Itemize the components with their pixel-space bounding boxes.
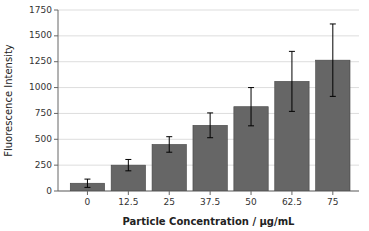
axes: 0 250 500 750 1000 1250 1500 1750 0 12.5 25 37.5 50 6… (29, 5, 359, 208)
error-stem (291, 51, 292, 111)
x-tick-label: 62.5 (282, 197, 302, 207)
x-tick (87, 191, 88, 195)
error-stem (128, 159, 129, 170)
error-stem (87, 179, 88, 187)
y-tick-label: 500 (35, 134, 52, 144)
grid-line (58, 61, 359, 62)
grid (58, 10, 359, 191)
x-tick (210, 191, 211, 195)
y-tick-label: 1000 (29, 82, 52, 92)
y-tick (54, 191, 58, 192)
y-tick-label: 1250 (29, 56, 52, 66)
y-axis-label: Fluorescence Intensity (3, 44, 14, 157)
chart-svg: 0 250 500 750 1000 1250 1500 1750 0 12.5 25 37.5 50 6… (0, 0, 369, 231)
x-tick (332, 191, 333, 195)
error-cap (289, 51, 295, 52)
error-cap (84, 187, 90, 188)
y-tick (54, 165, 58, 166)
plot-area (70, 24, 350, 191)
grid-line (58, 35, 359, 36)
grid-line (58, 10, 359, 11)
error-cap (248, 125, 254, 126)
x-axis-label: Particle Concentration / μg/mL (123, 216, 296, 227)
error-bar (125, 159, 131, 170)
error-cap (166, 136, 172, 137)
x-tick-label: 12.5 (118, 197, 138, 207)
y-tick-label: 750 (35, 108, 52, 118)
error-cap (125, 170, 131, 171)
y-tick (54, 113, 58, 114)
error-cap (248, 87, 254, 88)
grid-line (58, 113, 359, 114)
y-tick-label: 1750 (29, 5, 52, 15)
y-tick (54, 139, 58, 140)
x-tick (291, 191, 292, 195)
x-tick-label: 37.5 (200, 197, 220, 207)
y-axis-line (58, 10, 59, 191)
x-tick-label: 0 (85, 197, 91, 207)
x-tick-label: 50 (245, 197, 257, 207)
error-cap (84, 179, 90, 180)
error-cap (330, 23, 336, 24)
error-cap (207, 137, 213, 138)
x-tick-label: 25 (164, 197, 175, 207)
error-cap (330, 96, 336, 97)
y-tick (54, 10, 58, 11)
error-stem (169, 137, 170, 153)
y-tick-label: 250 (35, 160, 52, 170)
error-bar (289, 51, 295, 111)
error-cap (125, 159, 131, 160)
x-tick (251, 191, 252, 195)
error-stem (251, 88, 252, 126)
y-tick (54, 35, 58, 36)
error-bar (166, 137, 172, 153)
error-bar (84, 179, 90, 187)
error-cap (166, 152, 172, 153)
error-bar (207, 113, 213, 138)
x-tick (128, 191, 129, 195)
error-bar (330, 24, 336, 96)
y-tick-label: 1500 (29, 30, 52, 40)
y-tick (54, 87, 58, 88)
y-tick-label: 0 (46, 186, 52, 196)
error-cap (207, 112, 213, 113)
x-tick (169, 191, 170, 195)
y-tick (54, 61, 58, 62)
chart-container: 0 250 500 750 1000 1250 1500 1750 0 12.5 25 37.5 50 6… (0, 0, 369, 231)
error-stem (210, 113, 211, 138)
x-tick-label: 75 (327, 197, 338, 207)
error-bar (248, 88, 254, 126)
grid-line (58, 87, 359, 88)
error-stem (332, 24, 333, 96)
error-cap (289, 111, 295, 112)
